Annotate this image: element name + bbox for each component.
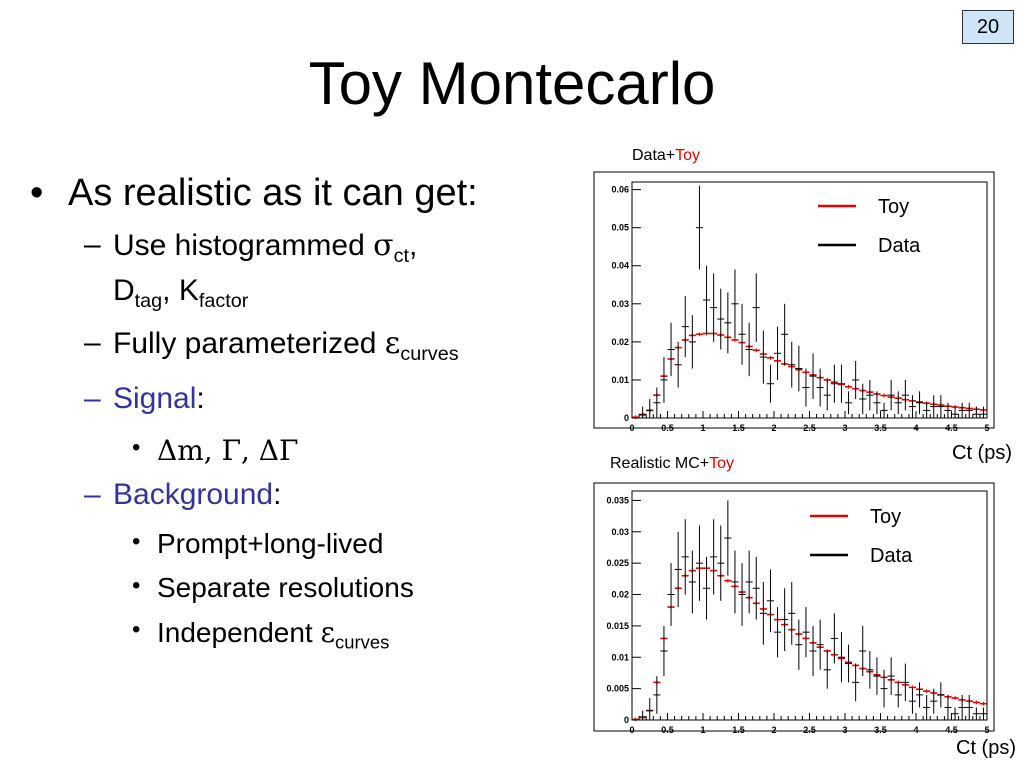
bullet-signal-params-text: Δm, Γ, ΔΓ [157,434,299,467]
legend-label-toy: Toy [870,506,901,528]
x-tick-label: 3.5 [874,725,887,735]
x-tick-label: 1.5 [732,725,745,735]
series-data [632,185,987,419]
bullet-resolutions-text: Separate resolutions [157,572,414,603]
x-tick-label: 0.5 [661,725,674,735]
x-tick-label: 0 [629,423,634,433]
bullet-main-text: As realistic as it can get: [68,172,478,214]
bullet-dot: • [132,434,141,461]
y-tick-label: 0 [624,715,629,725]
chart-frame [593,482,995,732]
bullet-parameterized-text: Fully parameterized εcurves [113,326,459,365]
chart-title-part: Toy [675,147,700,164]
x-tick-label: 0 [629,725,634,735]
bullet-prompt-text: Prompt+long-lived [157,528,384,559]
bullet-dash: – [84,478,101,511]
x-tick-label: 4 [913,725,918,735]
chart-title-part: Realistic MC+ [610,455,709,472]
bullet-independent-text: Independent εcurves [157,616,390,653]
chart-title-part: Data+ [632,147,675,164]
y-tick-label: 0.05 [611,223,629,233]
chart-title: Realistic MC+Toy [610,455,734,472]
x-tick-label: 0.5 [661,423,674,433]
x-tick-label: 1.5 [732,423,745,433]
x-tick-label: 4.5 [945,725,958,735]
legend-label-toy: Toy [878,196,909,218]
bullet-dash: – [84,326,101,359]
slide-title: Toy Montecarlo [308,50,716,117]
x-tick-label: 3 [842,725,847,735]
bullet-background-text: Background: [113,478,282,511]
x-tick-label: 5 [984,725,989,735]
x-tick-label: 2 [771,725,776,735]
y-tick-label: 0.025 [606,558,629,568]
chart-title: Data+Toy [632,147,700,164]
x-tick-label: 2.5 [803,423,816,433]
y-tick-label: 0 [624,413,629,423]
y-tick-label: 0.02 [611,590,629,600]
x-tick-label: 3 [842,423,847,433]
bullet-dot: • [30,172,44,214]
y-tick-label: 0.015 [606,621,629,631]
y-tick-label: 0.06 [611,185,629,195]
bullet-dot: • [132,616,141,643]
bullet-dash: – [84,228,101,261]
y-tick-label: 0.02 [611,337,629,347]
x-tick-label: 1 [700,725,705,735]
y-tick-label: 0.01 [611,652,629,662]
series-data [632,500,987,721]
legend-label-data: Data [878,235,921,257]
x-axis-label: Ct (ps) [956,737,1016,759]
x-tick-label: 2 [771,423,776,433]
y-tick-label: 0.01 [611,375,629,385]
chart-title-part: Toy [709,455,734,472]
bullet-dash: – [84,382,101,415]
bullet-histogrammed-line2-text: Dtag, Kfactor [113,274,249,312]
bullet-dot: • [132,572,141,599]
y-tick-label: 0.035 [606,495,629,505]
x-tick-label: 5 [984,423,989,433]
x-tick-label: 4.5 [945,423,958,433]
page-number: 20 [962,10,1014,44]
x-tick-label: 4 [913,423,918,433]
bullet-histogrammed-text: Use histogrammed σct, [113,228,418,267]
y-tick-label: 0.03 [611,527,629,537]
x-tick-label: 1 [700,423,705,433]
bullet-signal-text: Signal: [113,382,205,415]
y-tick-label: 0.04 [611,261,629,271]
x-axis-label: Ct (ps) [952,442,1012,464]
x-tick-label: 2.5 [803,725,816,735]
y-tick-label: 0.03 [611,299,629,309]
legend-label-data: Data [870,545,913,567]
bullet-dot: • [132,528,141,555]
y-tick-label: 0.005 [606,684,629,694]
x-tick-label: 3.5 [874,423,887,433]
chart-frame [593,171,995,429]
